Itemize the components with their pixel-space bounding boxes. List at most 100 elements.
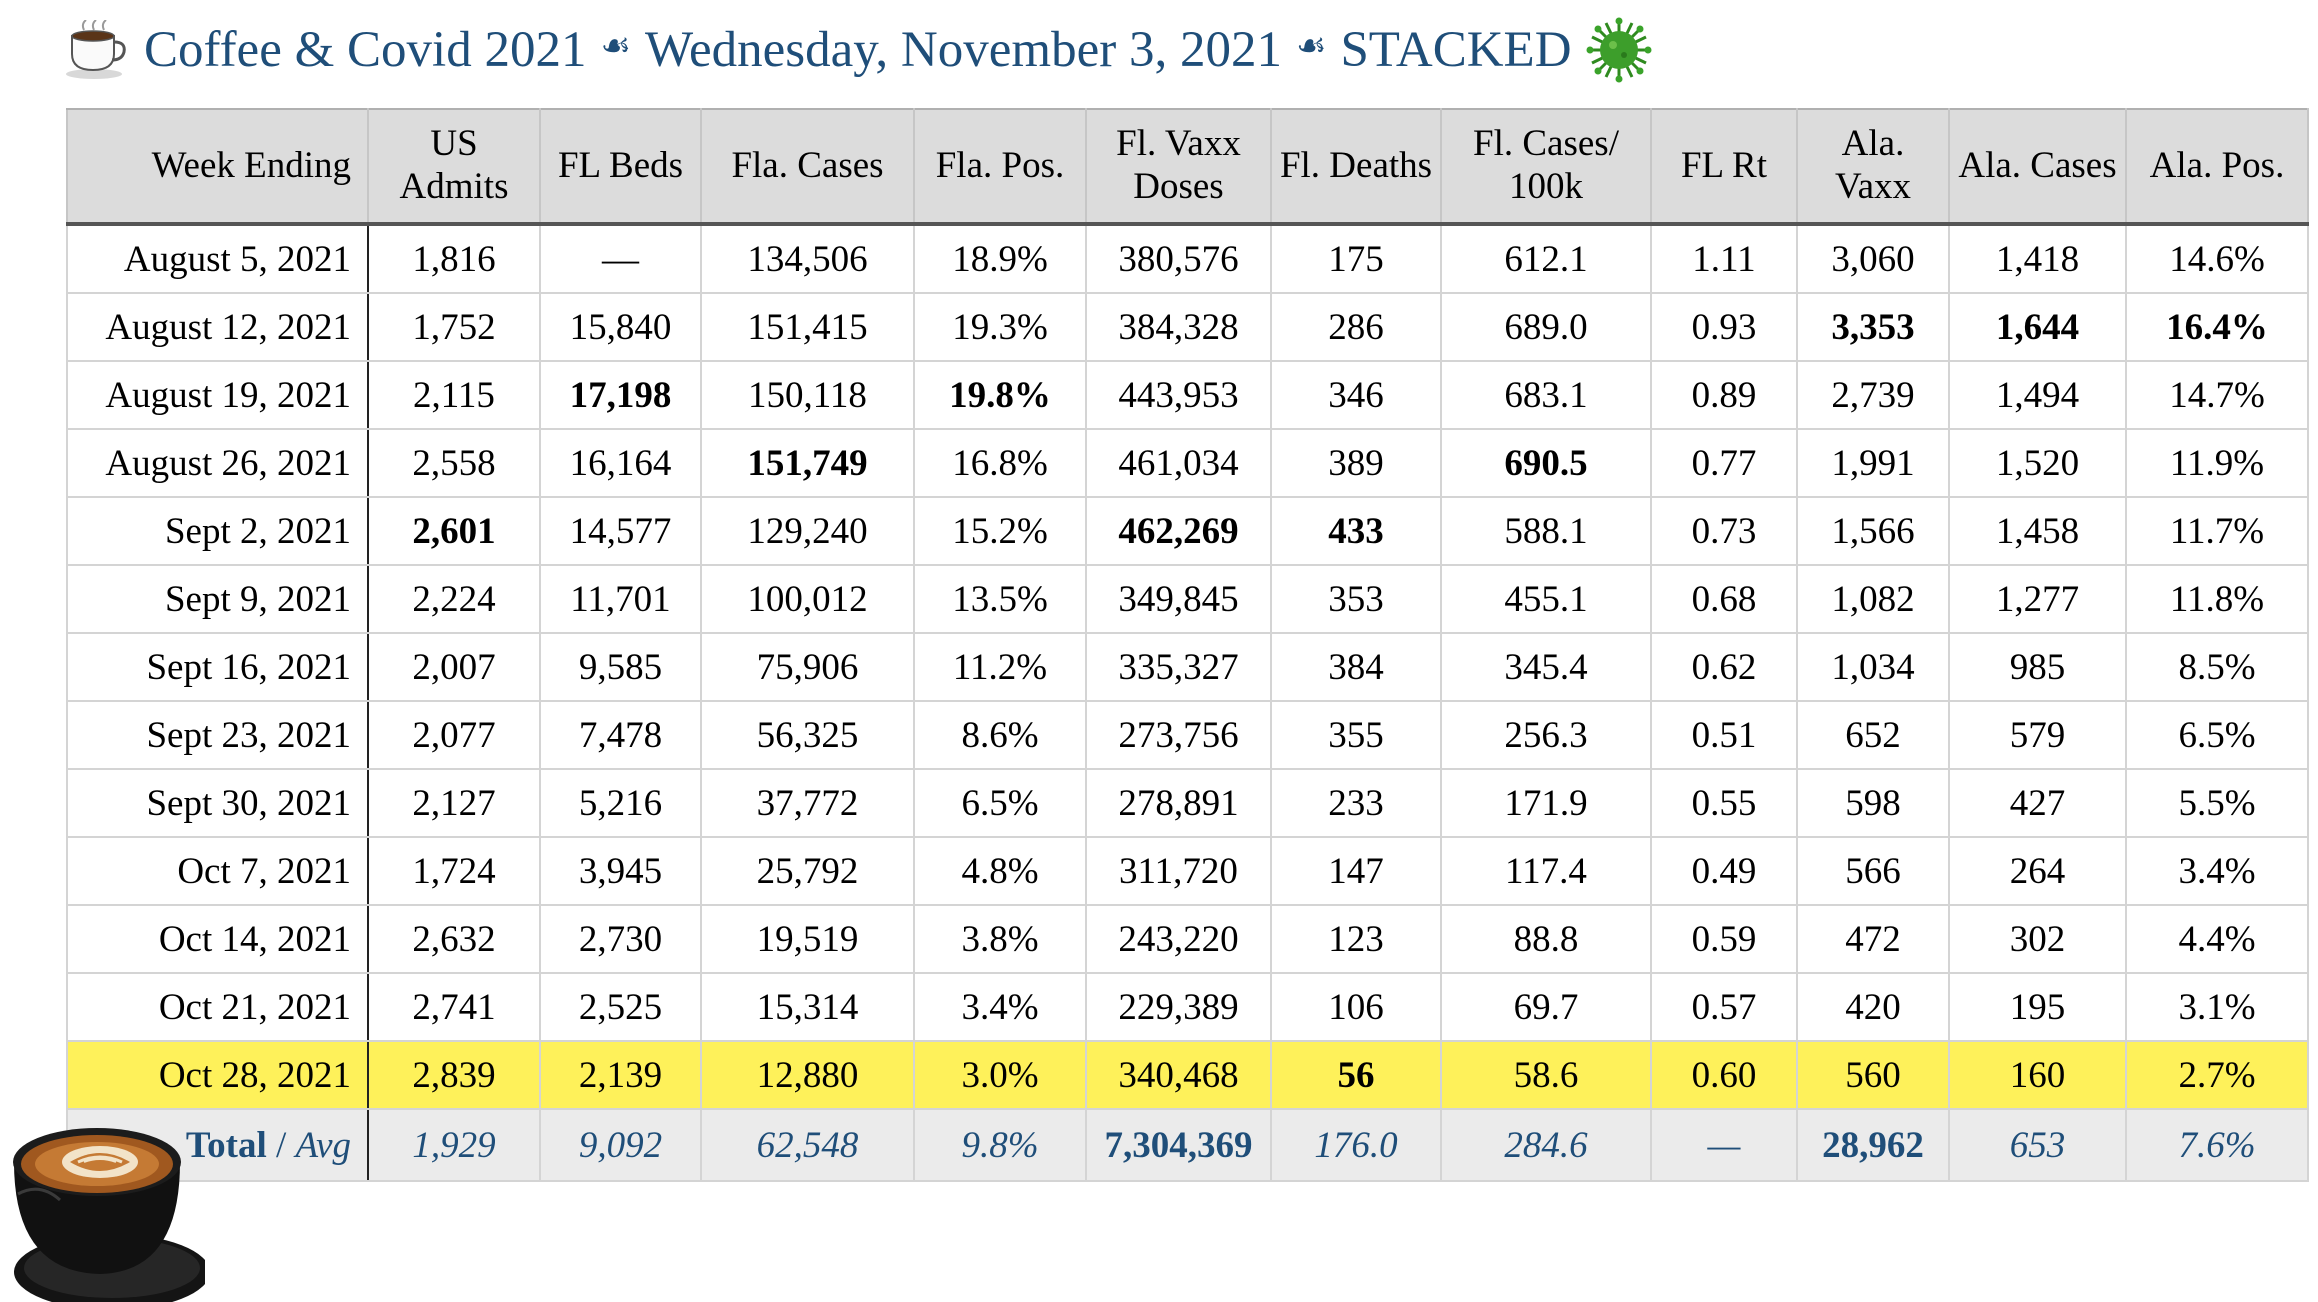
header-cell: Fl. Cases/ 100k xyxy=(1440,108,1652,226)
data-cell: 0.68 xyxy=(1650,564,1798,634)
data-cell: 2,632 xyxy=(367,904,541,974)
header-cell: Fla. Cases xyxy=(700,108,915,226)
data-cell: 56,325 xyxy=(700,700,915,770)
data-cell: 1,458 xyxy=(1948,496,2127,566)
data-cell: 233 xyxy=(1270,768,1442,838)
data-cell: 0.62 xyxy=(1650,632,1798,702)
data-cell: 14,577 xyxy=(539,496,702,566)
data-cell: 461,034 xyxy=(1085,428,1272,498)
data-cell: 123 xyxy=(1270,904,1442,974)
data-cell: 17,198 xyxy=(539,360,702,430)
data-cell: 2,127 xyxy=(367,768,541,838)
data-cell: 2,077 xyxy=(367,700,541,770)
data-cell: 3.4% xyxy=(2125,836,2309,906)
latte-art-image xyxy=(13,1128,205,1302)
total-cell: 1,929 xyxy=(367,1108,541,1182)
data-cell: 384,328 xyxy=(1085,292,1272,362)
table-row: Oct 14, 2021 2,632 2,730 19,519 3.8% 243,220 1… xyxy=(66,904,2309,974)
avg-label: Avg xyxy=(295,1124,351,1166)
table-row-highlighted: Oct 28, 2021 2,839 2,139 12,880 3.0% 340,468 5… xyxy=(66,1040,2309,1110)
data-cell: 25,792 xyxy=(700,836,915,906)
total-cell: 176.0 xyxy=(1270,1108,1442,1182)
data-cell: 1,644 xyxy=(1948,292,2127,362)
data-cell: 88.8 xyxy=(1440,904,1652,974)
data-cell: 1,991 xyxy=(1796,428,1950,498)
data-cell: 420 xyxy=(1796,972,1950,1042)
data-cell: 2,525 xyxy=(539,972,702,1042)
coffee-cup-icon xyxy=(66,20,126,79)
data-cell: 11.7% xyxy=(2125,496,2309,566)
data-cell: 15,314 xyxy=(700,972,915,1042)
data-cell: 683.1 xyxy=(1440,360,1652,430)
header-cell: Ala. Cases xyxy=(1948,108,2127,226)
table-header-row: Week Ending US Admits FL Beds Fla. Cases… xyxy=(66,108,2309,226)
data-cell: 349,845 xyxy=(1085,564,1272,634)
data-cell: 15,840 xyxy=(539,292,702,362)
total-label-separator: / xyxy=(266,1124,296,1166)
data-cell: 689.0 xyxy=(1440,292,1652,362)
data-cell: 340,468 xyxy=(1085,1040,1272,1110)
data-cell: 9,585 xyxy=(539,632,702,702)
data-cell: 14.6% xyxy=(2125,223,2309,294)
data-cell: 0.51 xyxy=(1650,700,1798,770)
data-cell: 3.4% xyxy=(913,972,1087,1042)
data-cell: 151,415 xyxy=(700,292,915,362)
total-cell: 28,962 xyxy=(1796,1108,1950,1182)
week-ending-cell: Oct 7, 2021 xyxy=(66,836,369,906)
data-cell: 0.73 xyxy=(1650,496,1798,566)
total-cell: — xyxy=(1650,1108,1798,1182)
total-cell: 62,548 xyxy=(700,1108,915,1182)
data-cell: 16.4% xyxy=(2125,292,2309,362)
data-cell: 11.8% xyxy=(2125,564,2309,634)
data-cell: 3.1% xyxy=(2125,972,2309,1042)
data-cell: 5,216 xyxy=(539,768,702,838)
data-cell: 2,139 xyxy=(539,1040,702,1110)
total-cell: 9,092 xyxy=(539,1108,702,1182)
header-cell: FL Rt xyxy=(1650,108,1798,226)
data-cell: 3.0% xyxy=(913,1040,1087,1110)
data-cell: 15.2% xyxy=(913,496,1087,566)
table-row: Oct 7, 2021 1,724 3,945 25,792 4.8% 311,720 14… xyxy=(66,836,2309,906)
data-cell: 278,891 xyxy=(1085,768,1272,838)
data-cell: 2.7% xyxy=(2125,1040,2309,1110)
data-cell: 1,816 xyxy=(367,223,541,294)
table-row: Sept 16, 2021 2,007 9,585 75,906 11.2% 335,32… xyxy=(66,632,2309,702)
data-cell: 150,118 xyxy=(700,360,915,430)
data-cell: 3,060 xyxy=(1796,223,1950,294)
data-cell: 58.6 xyxy=(1440,1040,1652,1110)
data-cell: 346 xyxy=(1270,360,1442,430)
header-cell: FL Beds xyxy=(539,108,702,226)
header-cell: Ala. Vaxx xyxy=(1796,108,1950,226)
data-cell: 0.93 xyxy=(1650,292,1798,362)
data-cell: 1,494 xyxy=(1948,360,2127,430)
data-cell: 588.1 xyxy=(1440,496,1652,566)
data-cell: 0.77 xyxy=(1650,428,1798,498)
week-ending-cell: Oct 28, 2021 xyxy=(66,1040,369,1110)
data-cell: 5.5% xyxy=(2125,768,2309,838)
data-cell: 16,164 xyxy=(539,428,702,498)
data-cell: 264 xyxy=(1948,836,2127,906)
data-cell: 195 xyxy=(1948,972,2127,1042)
data-cell: 355 xyxy=(1270,700,1442,770)
total-cell: 9.8% xyxy=(913,1108,1087,1182)
data-cell: 2,739 xyxy=(1796,360,1950,430)
data-cell: 455.1 xyxy=(1440,564,1652,634)
data-cell: 256.3 xyxy=(1440,700,1652,770)
data-cell: 171.9 xyxy=(1440,768,1652,838)
total-cell: 7,304,369 xyxy=(1085,1108,1272,1182)
virus-icon xyxy=(1586,17,1652,83)
data-cell: 106 xyxy=(1270,972,1442,1042)
table-row: Sept 30, 2021 2,127 5,216 37,772 6.5% 278,891… xyxy=(66,768,2309,838)
data-cell: 286 xyxy=(1270,292,1442,362)
total-cell: 284.6 xyxy=(1440,1108,1652,1182)
data-cell: 1,082 xyxy=(1796,564,1950,634)
title-date: Wednesday, November 3, 2021 xyxy=(644,22,1282,78)
week-ending-cell: Oct 14, 2021 xyxy=(66,904,369,974)
total-cell: 653 xyxy=(1948,1108,2127,1182)
data-cell: 0.59 xyxy=(1650,904,1798,974)
week-ending-cell: August 26, 2021 xyxy=(66,428,369,498)
data-cell: 335,327 xyxy=(1085,632,1272,702)
data-cell: 160 xyxy=(1948,1040,2127,1110)
table-row: Sept 9, 2021 2,224 11,701 100,012 13.5% 349,8… xyxy=(66,564,2309,634)
data-cell: 8.6% xyxy=(913,700,1087,770)
